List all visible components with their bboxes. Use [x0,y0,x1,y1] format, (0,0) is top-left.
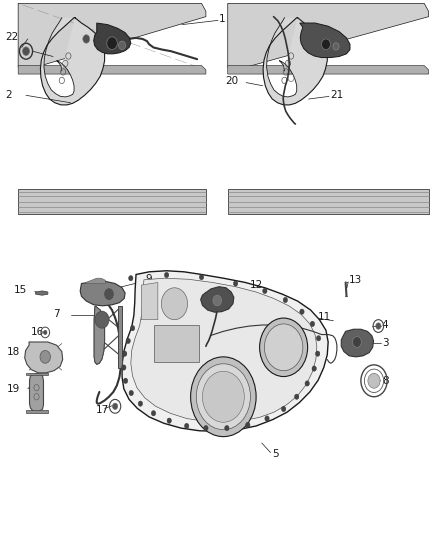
Circle shape [167,418,171,423]
Circle shape [196,364,251,430]
Polygon shape [80,281,125,306]
Circle shape [129,276,133,281]
Circle shape [43,330,47,335]
Circle shape [202,371,244,422]
Polygon shape [118,306,122,368]
Circle shape [191,357,256,437]
Circle shape [333,43,339,50]
Polygon shape [341,329,374,357]
Polygon shape [263,18,327,105]
Circle shape [213,295,222,306]
Circle shape [22,47,29,55]
Text: 13: 13 [349,276,362,285]
Text: 22: 22 [5,32,18,42]
Text: 16: 16 [30,327,44,337]
Circle shape [310,321,314,327]
Polygon shape [35,291,48,295]
Circle shape [233,281,238,286]
Text: 8: 8 [382,376,389,386]
Circle shape [376,323,381,329]
Circle shape [122,365,126,370]
Polygon shape [26,410,48,413]
Polygon shape [94,23,131,54]
Text: 7: 7 [53,309,60,319]
Polygon shape [86,278,106,284]
Circle shape [113,403,118,409]
Polygon shape [29,374,43,412]
Circle shape [199,274,204,280]
Circle shape [83,35,90,43]
Text: 9: 9 [146,274,152,284]
Polygon shape [228,66,428,74]
Circle shape [164,272,169,278]
Text: 20: 20 [226,77,239,86]
Circle shape [260,318,307,376]
Polygon shape [18,3,206,70]
Circle shape [312,366,316,371]
Text: 12: 12 [250,280,263,289]
Text: 4: 4 [382,320,389,330]
Polygon shape [153,325,199,362]
Circle shape [225,425,229,431]
Circle shape [124,378,128,383]
Polygon shape [228,3,428,70]
Polygon shape [18,66,206,74]
Text: 11: 11 [318,312,331,322]
Polygon shape [141,282,158,320]
Polygon shape [26,373,48,375]
Polygon shape [18,189,206,214]
Circle shape [184,423,189,429]
Polygon shape [25,342,63,373]
Polygon shape [228,189,428,214]
Text: 10: 10 [244,300,258,310]
Circle shape [353,337,361,348]
Text: 1: 1 [219,14,226,25]
Text: 21: 21 [330,90,343,100]
Circle shape [151,410,155,416]
Circle shape [119,41,126,50]
Circle shape [138,401,143,406]
Circle shape [316,336,321,341]
Circle shape [126,338,131,344]
Text: 3: 3 [382,338,389,348]
Polygon shape [131,278,317,422]
Circle shape [95,311,109,328]
Text: 2: 2 [5,90,12,100]
Text: 6: 6 [217,287,223,297]
Text: 19: 19 [7,384,21,394]
Text: 17: 17 [96,405,109,415]
Text: 15: 15 [14,285,27,295]
Circle shape [305,381,309,386]
Circle shape [246,422,250,427]
Circle shape [107,37,117,50]
Circle shape [265,324,303,370]
Polygon shape [94,306,105,365]
Circle shape [283,297,288,303]
Text: 5: 5 [272,449,279,458]
Circle shape [40,351,50,364]
Circle shape [131,326,135,331]
Circle shape [123,351,127,357]
Circle shape [368,373,380,388]
Circle shape [204,425,208,431]
Polygon shape [40,18,105,105]
Polygon shape [201,287,234,312]
Circle shape [294,394,299,399]
Circle shape [282,406,286,411]
Circle shape [315,351,320,357]
Circle shape [300,309,304,314]
Circle shape [104,288,114,301]
Text: 18: 18 [7,346,21,357]
Circle shape [265,416,269,421]
Polygon shape [122,271,328,431]
Circle shape [129,390,134,395]
Circle shape [263,288,267,294]
Circle shape [321,39,330,50]
Polygon shape [300,23,350,58]
Circle shape [161,288,187,320]
